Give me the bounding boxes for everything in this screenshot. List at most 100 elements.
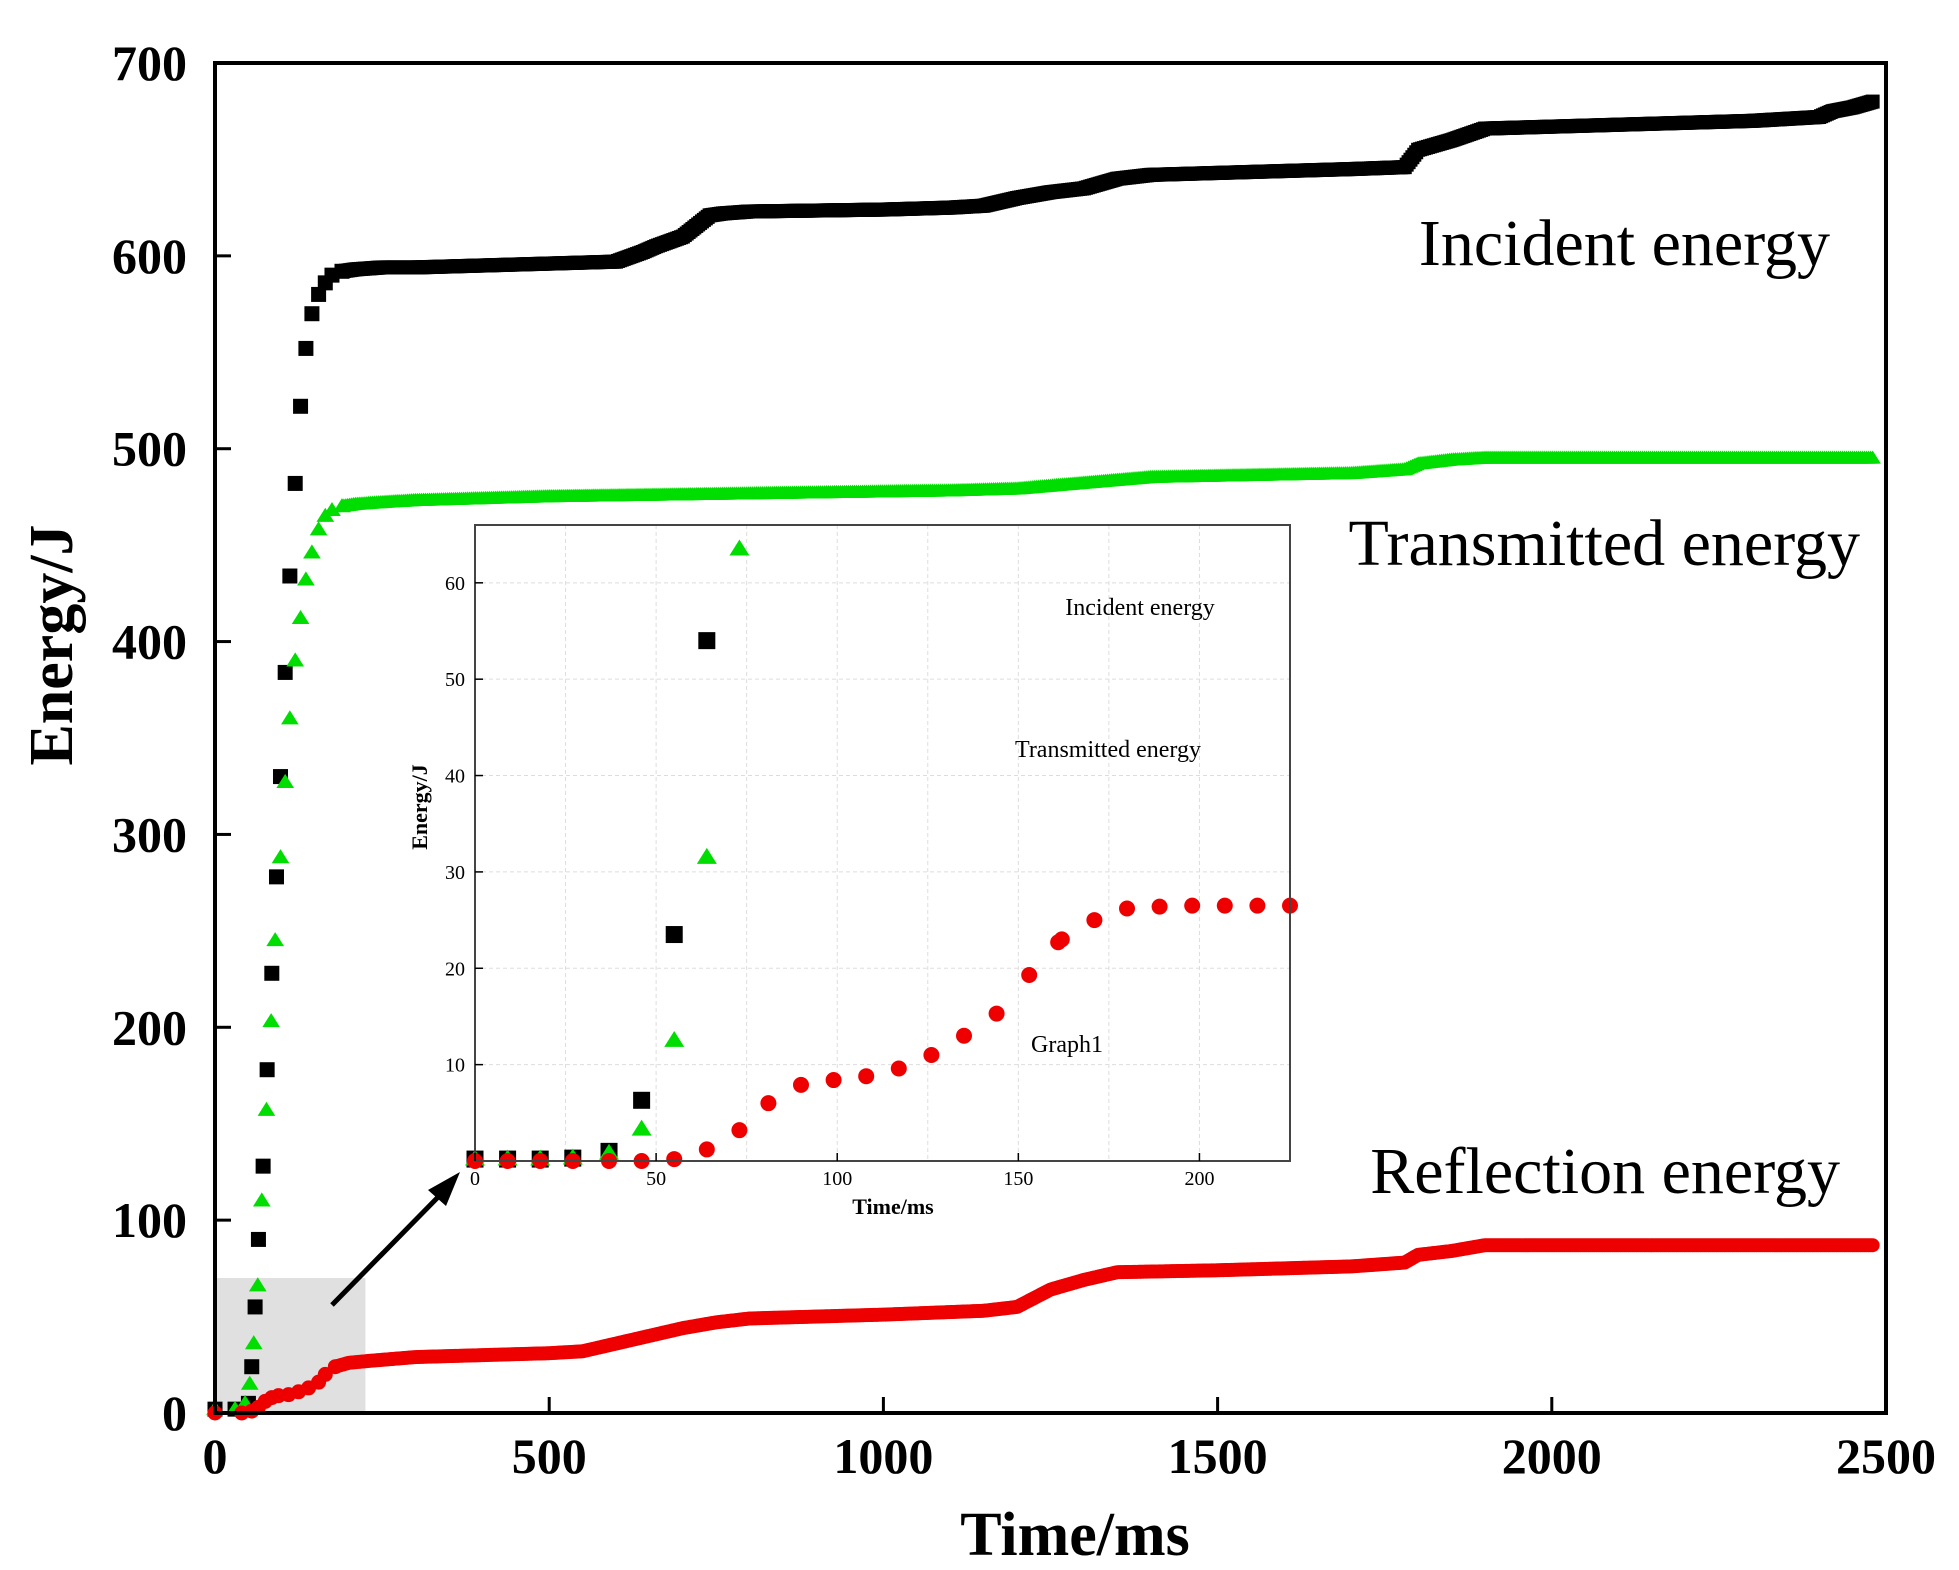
incident-energy-point	[282, 568, 298, 584]
inset-x-tick-label: 50	[646, 1168, 666, 1190]
incident-energy-point	[255, 1158, 271, 1174]
incident-energy-point	[250, 1231, 266, 1247]
y-tick-label: 0	[162, 1385, 187, 1441]
x-tick-label: 0	[203, 1428, 228, 1484]
y-tick-label: 300	[112, 806, 187, 862]
inset-reflection-energy-point	[988, 1005, 1005, 1022]
zoom-arrow	[330, 1172, 460, 1307]
transmitted-energy-label: Transmitted energy	[1349, 507, 1860, 580]
incident-energy-point	[247, 1299, 263, 1315]
inset-transmitted-energy-point	[729, 539, 750, 556]
inset-y-tick-label: 30	[445, 862, 465, 884]
inset-reflection-energy-point	[858, 1068, 875, 1085]
inset-reflection-energy-point	[698, 1141, 715, 1158]
x-axis-title: Time/ms	[960, 1501, 1190, 1569]
x-tick-label: 1000	[833, 1428, 933, 1484]
incident-energy-point	[287, 475, 303, 491]
transmitted-energy-series	[206, 450, 1881, 1415]
inset-incident-energy-label: Incident energy	[1065, 595, 1215, 621]
y-tick-label: 600	[112, 228, 187, 284]
inset-x-tick-label: 200	[1184, 1168, 1214, 1190]
inset-reflection-energy-point	[890, 1060, 907, 1077]
incident-energy-point	[304, 306, 320, 322]
y-tick-label: 500	[112, 421, 187, 477]
incident-energy-point	[277, 664, 293, 680]
transmitted-energy-point	[244, 1335, 263, 1350]
incident-energy-point	[268, 869, 284, 885]
main-axes: 0 500 1000 1500 2000 250001002003004005006007…	[112, 35, 1936, 1484]
y-tick-label: 100	[112, 1192, 187, 1248]
reflection-energy-series	[207, 1238, 1880, 1421]
inset-reflection-energy-point	[731, 1122, 748, 1139]
inset-reflection-energy-point	[1053, 931, 1070, 948]
inset-reflection-energy-point	[825, 1072, 842, 1089]
transmitted-energy-point	[262, 1013, 280, 1028]
inset-reflection-energy-point	[1119, 900, 1135, 917]
transmitted-energy-point	[257, 1101, 276, 1116]
inset-transmitted-energy-point	[664, 1030, 685, 1047]
y-tick-label: 400	[112, 614, 187, 670]
inset-graph-title: Graph1	[1031, 1032, 1103, 1058]
incident-energy-point	[311, 286, 327, 302]
incident-energy-point	[244, 1359, 260, 1375]
inset-reflection-energy-point	[1216, 897, 1233, 914]
inset-reflection-energy-point	[1249, 897, 1266, 914]
transmitted-energy-point	[297, 571, 315, 586]
incident-energy-point	[1865, 94, 1880, 109]
inset-reflection-energy-point	[1086, 912, 1103, 929]
reflection-energy-label: Reflection energy	[1370, 1135, 1840, 1208]
transmitted-energy-point	[309, 521, 328, 536]
inset-x-tick-label: 100	[822, 1168, 852, 1190]
transmitted-energy-point	[248, 1277, 267, 1292]
inset-plot: 0 50 100 150 200 10 20 30 40 50 60 Time/ms Energy/…	[407, 524, 1298, 1219]
x-tick-label: 2000	[1502, 1428, 1602, 1484]
inset-reflection-energy-point	[793, 1076, 809, 1093]
inset-transmitted-energy-point	[696, 847, 717, 864]
transmitted-energy-point	[252, 1192, 271, 1207]
inset-reflection-energy-point	[1151, 898, 1168, 915]
inset-incident-energy-point	[665, 926, 683, 944]
inset-x-tick-label: 150	[1003, 1168, 1033, 1190]
inset-y-tick-label: 20	[445, 958, 465, 980]
transmitted-energy-point	[1864, 450, 1881, 464]
inset-reflection-energy-point	[666, 1151, 683, 1168]
incident-energy-series	[207, 94, 1880, 1417]
transmitted-energy-point	[281, 710, 299, 725]
inset-reflection-energy-point	[760, 1095, 777, 1112]
incident-energy-label: Incident energy	[1419, 207, 1830, 280]
x-tick-label: 2500	[1836, 1428, 1936, 1484]
x-tick-label: 1500	[1168, 1428, 1268, 1484]
transmitted-energy-point	[303, 544, 321, 559]
inset-reflection-energy-point	[1184, 897, 1201, 914]
incident-energy-point	[293, 398, 309, 414]
y-tick-label: 200	[112, 999, 187, 1055]
inset-axes: 0 50 100 150 200 10 20 30 40 50 60	[445, 573, 1214, 1190]
inset-incident-energy-point	[633, 1091, 651, 1109]
transmitted-energy-point	[286, 652, 305, 667]
incident-energy-point	[298, 340, 314, 356]
main-plot-frame	[213, 61, 1888, 1415]
transmitted-energy-point	[271, 849, 290, 864]
inset-y-tick-label: 50	[445, 669, 465, 691]
y-tick-label: 700	[112, 35, 187, 91]
inset-reflection-energy-point	[1021, 967, 1038, 984]
inset-incident-energy-point	[698, 632, 716, 650]
inset-y-tick-label: 40	[445, 766, 465, 788]
inset-reflection-energy-point	[923, 1047, 940, 1063]
inset-transmitted-energy-label: Transmitted energy	[1015, 737, 1201, 763]
inset-x-tick-label: 0	[470, 1168, 480, 1190]
incident-energy-point	[259, 1062, 275, 1078]
x-tick-label: 500	[512, 1428, 587, 1484]
inset-x-axis-title: Time/ms	[852, 1194, 934, 1219]
inset-reflection-energy-point	[956, 1027, 972, 1044]
reflection-energy-point	[1865, 1238, 1880, 1253]
transmitted-energy-point	[323, 501, 341, 517]
y-axis-title: Energy/J	[18, 524, 86, 765]
inset-frame	[474, 524, 1291, 1162]
transmitted-energy-point	[291, 609, 310, 625]
transmitted-energy-point	[266, 932, 284, 947]
main-plot-series	[206, 94, 1881, 1421]
inset-y-tick-label: 60	[445, 573, 465, 595]
transmitted-energy-point	[276, 773, 295, 788]
